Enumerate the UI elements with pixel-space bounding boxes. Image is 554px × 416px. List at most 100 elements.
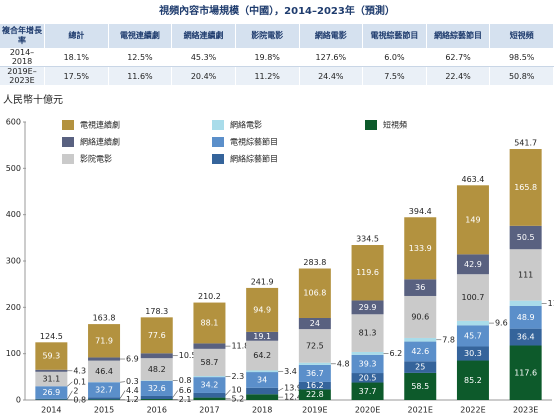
bar-segment	[298, 329, 331, 363]
data-label: 13.9	[284, 384, 302, 393]
legend-swatch	[62, 120, 74, 130]
bar-segment	[193, 348, 226, 377]
x-tick-label: 2021E	[408, 406, 433, 415]
table-cell: 24.4%	[299, 66, 364, 85]
data-label: 94.9	[253, 305, 271, 314]
table-header: 電視綜藝節目	[362, 24, 427, 48]
data-label: 106.8	[303, 289, 326, 298]
bar-segment	[404, 295, 437, 338]
data-label: 42.9	[464, 260, 482, 269]
data-label: 37.7	[359, 387, 377, 396]
data-label: 36.7	[306, 369, 324, 378]
x-tick-label: 2023E	[513, 406, 538, 415]
data-label: 22.8	[306, 390, 324, 399]
x-tick-label: 2014	[41, 406, 61, 415]
data-label: 90.6	[411, 312, 429, 321]
data-label: 26.9	[42, 388, 60, 397]
bar-segment	[509, 225, 542, 250]
bar-segment	[140, 358, 173, 381]
data-label: 24	[310, 319, 320, 328]
data-label: 32.7	[95, 385, 113, 394]
bar-segment	[404, 217, 437, 280]
bar-segment	[35, 398, 68, 400]
table-cell: 2019E–2023E	[0, 66, 45, 85]
bar-segment	[456, 274, 489, 321]
chart-title: 視頻內容市場規模（中國），2014–2023年（預測）	[159, 6, 395, 17]
bar-segment	[88, 357, 121, 361]
bar-segment	[193, 397, 226, 400]
bar-segment	[351, 382, 384, 400]
bar-segment	[404, 337, 437, 342]
data-label: 4.3	[73, 366, 86, 375]
table-cell: 12.5%	[108, 48, 173, 67]
table-row: 2014–2018 18.1% 12.5% 45.3% 19.8% 127.6% 6.0% 6…	[0, 48, 554, 67]
data-label: 50.5	[517, 233, 535, 242]
total-label: 163.8	[93, 314, 116, 323]
data-label: 5.2	[231, 394, 244, 403]
bar-segment	[246, 394, 279, 400]
bar-segment	[140, 399, 173, 400]
data-label: 12.4	[284, 393, 302, 402]
bar-segment	[35, 342, 68, 370]
legend-label: 網絡連續劇	[80, 137, 120, 147]
bar-segment	[509, 249, 542, 301]
bar-segment	[404, 372, 437, 400]
data-label: 111	[518, 270, 533, 279]
bar-segment	[140, 395, 173, 400]
data-label: 165.8	[514, 183, 537, 192]
bar-segment	[509, 305, 542, 329]
total-label: 283.8	[303, 258, 326, 267]
data-label: 77.6	[148, 331, 166, 340]
bar-segment	[193, 376, 226, 378]
y-tick-label: 400	[6, 210, 21, 219]
bar-segment	[140, 353, 173, 359]
total-label: 334.5	[356, 235, 379, 244]
table-header: 網絡連續劇	[171, 24, 236, 48]
bar-segment	[351, 314, 384, 352]
total-label: 463.4	[461, 175, 484, 184]
data-label: 119.6	[356, 268, 379, 277]
bar-segment	[298, 364, 331, 382]
data-label: 11.8	[231, 342, 249, 351]
data-label: 36.4	[517, 333, 535, 342]
legend-swatch	[365, 120, 377, 130]
bar-segment	[456, 320, 489, 326]
bar-segment	[404, 341, 437, 362]
y-tick-label: 0	[16, 396, 21, 405]
bar-segment	[298, 362, 331, 365]
table-cell: 17.5%	[44, 66, 109, 85]
bar-segment	[298, 268, 331, 318]
data-label: 72.5	[306, 341, 324, 350]
data-label: 2	[73, 386, 78, 395]
table-cell: 2014–2018	[0, 48, 45, 67]
data-label: 39.3	[359, 359, 377, 368]
data-label: 25	[415, 363, 425, 372]
legend-label: 電視連續劇	[80, 120, 120, 130]
legend-swatch	[212, 137, 224, 147]
table-cell: 20.4%	[171, 66, 236, 85]
table-cell: 19.8%	[235, 48, 300, 67]
total-label: 210.2	[198, 292, 221, 301]
x-tick-label: 2016	[147, 406, 167, 415]
bar-segment	[246, 287, 279, 332]
data-label: 4.8	[337, 359, 350, 368]
bar-segment	[509, 300, 542, 306]
table-header: 複合年增長率	[0, 24, 45, 48]
x-tick-label: 2022E	[460, 406, 485, 415]
table-cell: 45.3%	[171, 48, 236, 67]
table-header: 網絡電影	[299, 24, 364, 48]
table-cell: 127.6%	[299, 48, 364, 67]
bar-segment	[509, 345, 542, 400]
data-label: 2.1	[179, 395, 192, 404]
data-label: 88.1	[201, 318, 219, 327]
bar-segment	[456, 254, 489, 275]
table-header: 網絡綜藝節目	[426, 24, 491, 48]
data-label: 0.8	[73, 395, 86, 404]
bar-segment	[193, 392, 226, 398]
bar-segment	[351, 373, 384, 383]
total-label: 541.7	[514, 139, 537, 148]
data-label: 81.3	[359, 329, 377, 338]
data-label: 58.5	[411, 382, 429, 391]
table-row: 2019E–2023E 17.5% 11.6% 20.4% 11.2% 24.4% 7.5%…	[0, 66, 554, 85]
data-label: 0.8	[179, 376, 192, 385]
